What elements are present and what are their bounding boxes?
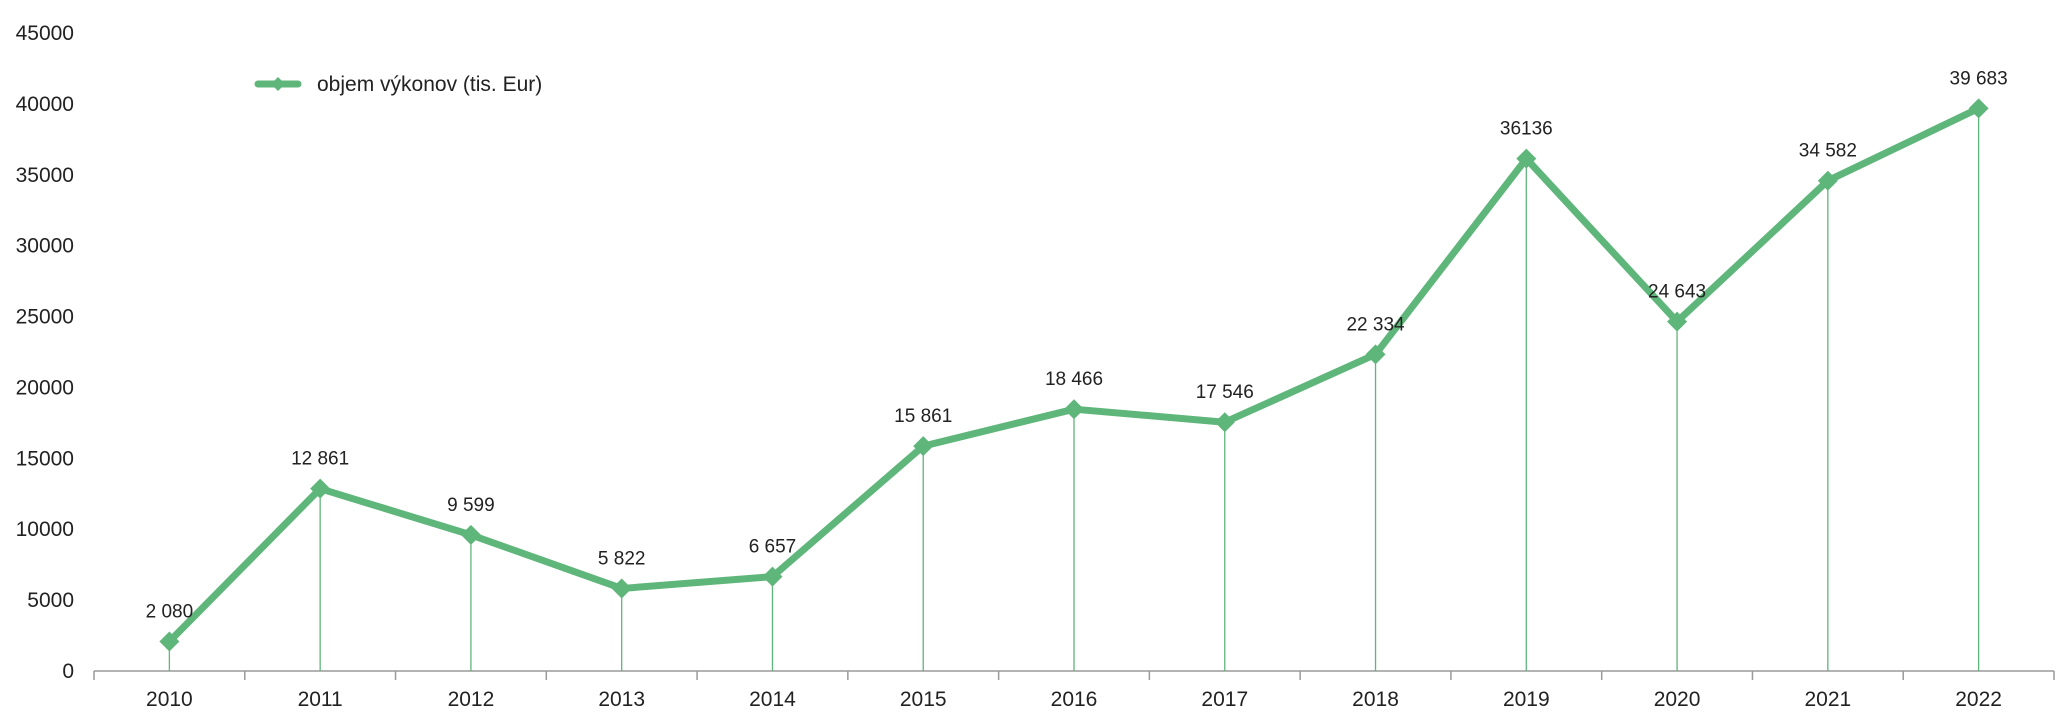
legend: objem výkonov (tis. Eur) — [254, 73, 542, 96]
data-point-marker — [1817, 170, 1838, 191]
data-label: 6 657 — [749, 537, 797, 558]
data-point-marker — [1667, 311, 1688, 332]
data-point-marker — [310, 478, 331, 499]
x-tick-label: 2015 — [900, 688, 947, 711]
y-tick-label: 20000 — [16, 376, 74, 399]
x-tick-label: 2016 — [1051, 688, 1098, 711]
data-point-marker — [913, 436, 934, 457]
x-tick-label: 2014 — [749, 688, 796, 711]
drop-lines — [168, 108, 1980, 671]
y-tick-label: 15000 — [16, 447, 74, 470]
x-tick-label: 2010 — [146, 688, 193, 711]
data-label: 39 683 — [1950, 68, 2008, 89]
series-markers — [159, 98, 1989, 652]
data-label: 24 643 — [1648, 282, 1706, 303]
y-tick-label: 30000 — [16, 235, 74, 258]
legend-label: objem výkonov (tis. Eur) — [317, 73, 542, 96]
data-point-marker — [1968, 98, 1989, 119]
x-tick-label: 2018 — [1352, 688, 1399, 711]
data-label: 2 080 — [146, 602, 194, 623]
y-tick-label: 5000 — [27, 589, 74, 612]
data-point-marker — [1214, 412, 1235, 433]
x-tick-label: 2019 — [1503, 688, 1550, 711]
x-axis-ticks — [93, 671, 2055, 680]
y-tick-label: 10000 — [16, 518, 74, 541]
data-label: 34 582 — [1799, 141, 1857, 162]
x-tick-label: 2020 — [1654, 688, 1701, 711]
x-tick-label: 2017 — [1201, 688, 1248, 711]
x-tick-label: 2021 — [1804, 688, 1851, 711]
data-point-marker — [1365, 344, 1386, 365]
data-point-marker — [611, 578, 632, 599]
y-tick-label: 35000 — [16, 164, 74, 187]
data-point-marker — [1516, 148, 1537, 169]
y-tick-label: 45000 — [16, 22, 74, 45]
data-label: 22 334 — [1346, 314, 1405, 335]
legend-marker — [271, 77, 285, 91]
x-axis-labels: 2010 2011 2012 2013 2014 2015 2016 2017 2018 2019… — [146, 688, 2002, 711]
data-label: 9 599 — [447, 495, 495, 516]
data-label: 15 861 — [894, 406, 952, 427]
data-label: 12 861 — [291, 449, 349, 470]
data-label: 17 546 — [1196, 382, 1254, 403]
x-tick-label: 2022 — [1955, 688, 2002, 711]
y-tick-label: 0 — [62, 660, 74, 683]
data-label: 36136 — [1500, 119, 1553, 140]
data-point-marker — [1064, 399, 1084, 420]
y-tick-label: 25000 — [16, 306, 74, 329]
x-tick-label: 2011 — [298, 688, 343, 711]
x-tick-label: 2013 — [598, 688, 645, 711]
y-tick-label: 40000 — [16, 93, 74, 116]
data-label: 18 466 — [1045, 369, 1103, 390]
data-point-marker — [460, 524, 481, 545]
x-tick-label: 2012 — [448, 688, 495, 711]
data-point-marker — [159, 631, 180, 652]
data-labels: 2 080 12 861 9 599 5 822 6 657 15 861 18 466 17… — [146, 68, 2008, 622]
y-axis: 0 5000 10000 15000 20000 25000 30000 35000 40000… — [16, 22, 74, 683]
data-point-marker — [762, 566, 783, 587]
data-label: 5 822 — [598, 548, 646, 569]
